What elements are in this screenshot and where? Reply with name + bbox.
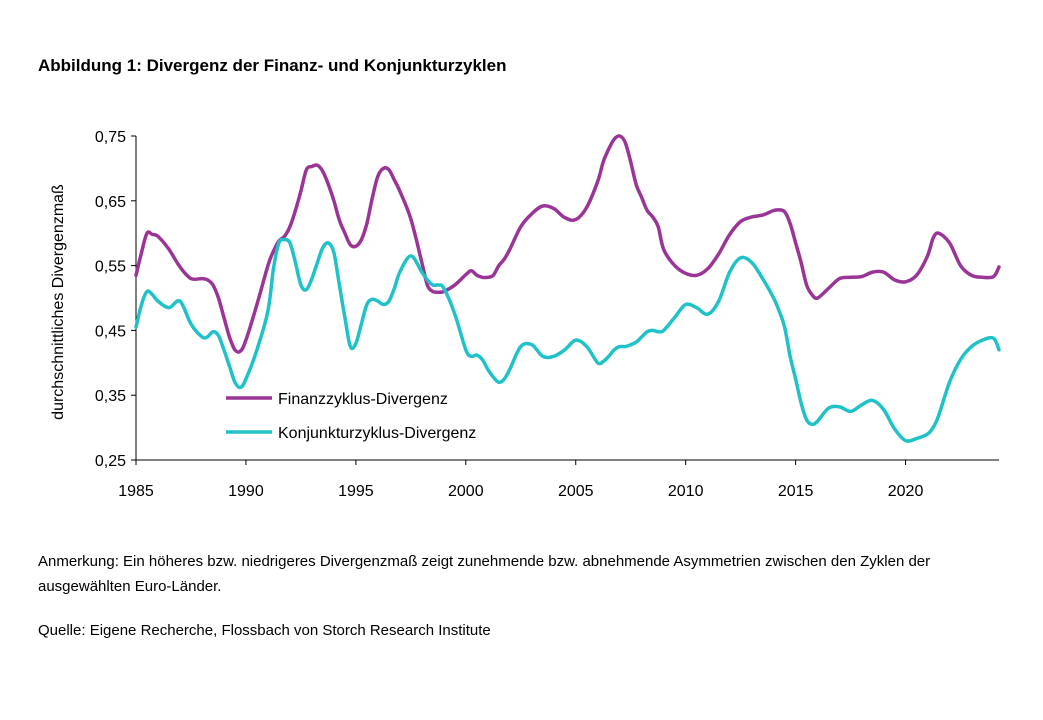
x-tick-label: 2010: [668, 483, 704, 500]
y-tick-label: 0,45: [95, 323, 126, 340]
legend: Finanzzyklus-Divergenz Konjunkturzyklus-D…: [226, 391, 476, 442]
chart-note: Anmerkung: Ein höheres bzw. niedrigeres …: [38, 553, 931, 595]
y-tick-label: 0,75: [95, 129, 126, 146]
y-axis-label-group: durchschnittliches Divergenzmaß: [50, 184, 67, 420]
series-line-1: [134, 134, 1001, 354]
x-tick-label: 2000: [448, 483, 484, 500]
x-tick-label: 2020: [888, 483, 924, 500]
line-chart: durchschnittliches Divergenzmaß 0,25 0,35…: [50, 129, 1001, 500]
y-tick-label: 0,25: [95, 453, 126, 470]
y-tick-label: 0,55: [95, 259, 126, 276]
legend-label: Konjunkturzyklus-Divergenz: [278, 425, 476, 442]
x-tick-label: 2005: [558, 483, 594, 500]
x-tick-label: 2015: [778, 483, 814, 500]
series-line-2: [134, 237, 1001, 443]
chart-source: Quelle: Eigene Recherche, Flossbach von …: [38, 622, 491, 639]
legend-label: Finanzzyklus-Divergenz: [278, 391, 448, 408]
x-tick-label: 1990: [228, 483, 264, 500]
y-axis-label: durchschnittliches Divergenzmaß: [50, 184, 67, 420]
x-tick-label: 1995: [338, 483, 374, 500]
axes: 0,25 0,35 0,45 0,55 0,65 0,75 1985 1990 1995 2000…: [95, 129, 999, 500]
x-tick-label: 1985: [118, 483, 154, 500]
y-tick-label: 0,35: [95, 388, 126, 405]
series-lines: [134, 134, 1001, 443]
figure-title: Abbildung 1: Divergenz der Finanz- und K…: [38, 56, 507, 75]
y-tick-label: 0,65: [95, 194, 126, 211]
